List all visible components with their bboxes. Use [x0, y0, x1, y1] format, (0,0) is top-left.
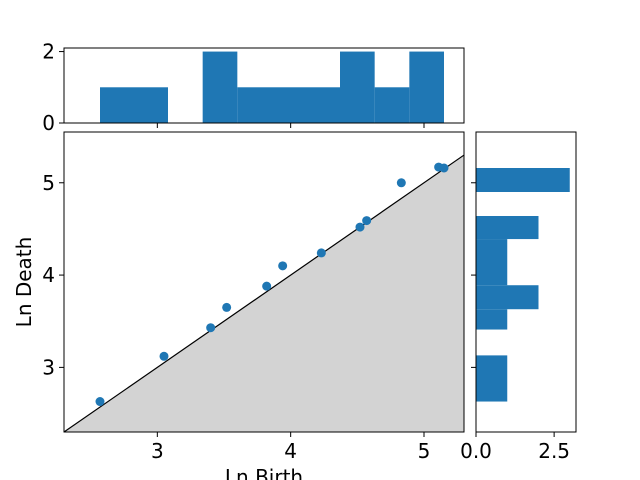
scatter-point: [222, 302, 232, 312]
top-histogram-bar: [374, 87, 410, 123]
x-axis-label: Ln Birth: [225, 465, 303, 480]
scatter-point: [316, 248, 326, 258]
right-histogram-bar: [476, 216, 539, 240]
scatter-point: [262, 281, 272, 291]
main-plot-frame: [63, 131, 465, 433]
top-histogram-bar: [237, 87, 340, 123]
y-tick-label: 3: [42, 355, 55, 379]
right-histogram-bar: [476, 285, 539, 310]
y-axis-label: Ln Death: [12, 237, 36, 328]
x-tick-label: 3: [151, 439, 164, 463]
right-histogram-bar: [476, 355, 508, 402]
right-hist-x-tick-label: 0.0: [460, 439, 492, 463]
scatter-point: [206, 323, 216, 333]
top-histogram-bar: [409, 51, 444, 124]
y-tick-label: 5: [42, 171, 55, 195]
scatter-point: [278, 261, 288, 271]
diagonal-line: [64, 154, 464, 432]
top-histogram-bar: [100, 87, 168, 123]
scatter-point: [355, 222, 365, 232]
top-histogram: 02: [42, 40, 465, 135]
right-histogram-bar: [476, 168, 570, 192]
top-hist-y-tick-label: 2: [42, 40, 55, 64]
scatter-point: [362, 216, 372, 226]
scatter-point: [159, 351, 169, 361]
top-histogram-bar: [202, 51, 238, 124]
top-hist-y-tick-label: 0: [42, 111, 55, 135]
right-histogram-bar: [476, 309, 508, 330]
main-scatter-plot: 3 4 5 3 4 5: [42, 131, 465, 463]
right-histogram-bar: [476, 239, 508, 286]
scatter-point: [396, 178, 406, 188]
x-tick-label: 5: [418, 439, 431, 463]
top-histogram-bar: [340, 51, 375, 124]
scatter-point: [95, 397, 105, 407]
top-histogram-frame: [63, 47, 465, 124]
right-hist-x-tick-label: 2.5: [538, 439, 570, 463]
y-tick-label: 4: [42, 263, 55, 287]
right-histogram: 0.0 2.5: [460, 131, 577, 463]
scatter-point: [439, 163, 449, 173]
right-histogram-frame: [475, 131, 577, 433]
x-tick-label: 4: [284, 439, 297, 463]
